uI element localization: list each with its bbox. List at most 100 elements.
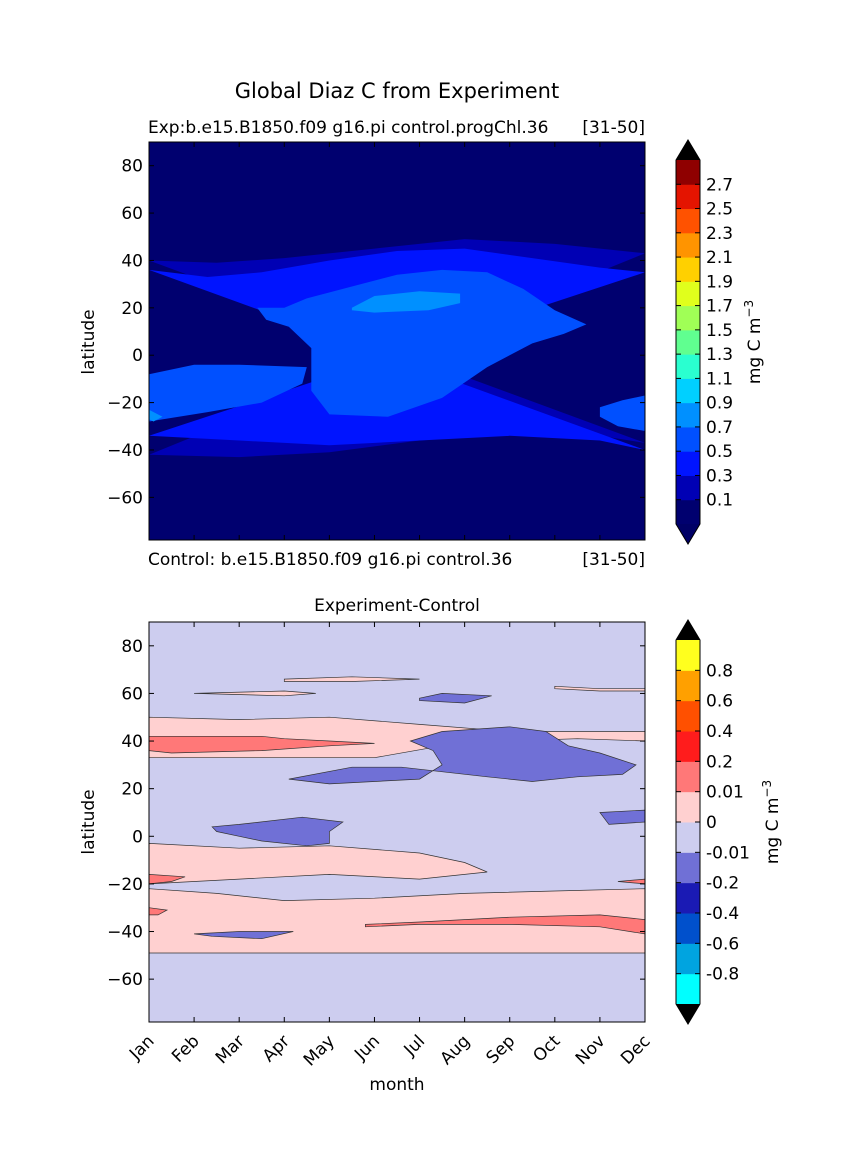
colorbar-swatch [676, 257, 700, 282]
x-tick-label: Jan [125, 1031, 158, 1064]
y-tick-label: 60 [121, 204, 143, 224]
contour-band-6 [283, 676, 420, 682]
colorbar-swatch [676, 700, 700, 732]
colorbar-swatch [676, 822, 700, 853]
colorbar-swatch [676, 426, 700, 452]
colorbar-swatch [676, 208, 700, 234]
y-tick-label: 40 [121, 251, 143, 271]
colorbar-swatch [676, 232, 700, 258]
colorbar-swatch [676, 640, 700, 671]
y-tick-label: 80 [121, 637, 143, 657]
y-tick-label: −60 [107, 488, 143, 508]
top-ylabel: latitude [79, 309, 99, 374]
y-tick-label: −40 [107, 923, 143, 943]
y-tick-label: −60 [107, 970, 143, 990]
colorbar-tick-label: 0 [706, 813, 717, 833]
figure-title: Global Diaz C from Experiment [235, 79, 559, 103]
colorbar-under-arrow [676, 524, 700, 544]
contour-band-10 [211, 816, 344, 847]
colorbar-swatch [676, 882, 700, 914]
contour-band-4 [365, 914, 645, 935]
colorbar-swatch [676, 913, 700, 944]
contour-band-1 [149, 735, 375, 754]
y-tick-label: 0 [132, 827, 143, 847]
x-tick-label: Jul [400, 1031, 429, 1060]
y-tick-label: 0 [132, 346, 143, 366]
x-tick-label: Nov [572, 1031, 610, 1069]
contour-band-3 [149, 364, 307, 427]
contour-band-2 [149, 843, 488, 885]
contour-band-9 [288, 726, 637, 785]
contour-band-13 [149, 874, 186, 885]
bottom-colorbar: -0.8 -0.6 -0.4 -0.2 -0.01 0 0.01 0.2 0.4 0.6 0.8 [675, 619, 750, 1025]
colorbar-swatch [676, 184, 700, 210]
colorbar-tick-label: 1.9 [706, 272, 733, 292]
colorbar-tick-label: -0.4 [706, 904, 739, 924]
colorbar-swatch [676, 670, 700, 702]
bottom-colorbar-label: mg C m−3 [760, 780, 783, 864]
colorbar-swatch [676, 475, 700, 501]
colorbar-tick-label: 2.3 [706, 224, 733, 244]
top-plot-area [148, 141, 646, 541]
colorbar-over-arrow [676, 140, 700, 160]
contour-band-12 [194, 931, 294, 940]
colorbar-swatch [676, 305, 700, 331]
bottom-title: Experiment-Control [314, 596, 480, 616]
top-colorbar: 0.1 0.3 0.5 0.7 0.9 1.1 1.3 1.5 1.7 1.9 2.1 2.3 2.5 2… [675, 139, 733, 545]
colorbar-swatch [676, 761, 700, 793]
plot-background [149, 622, 645, 1022]
plot-frame [148, 621, 646, 1023]
y-tick-label: 20 [121, 299, 143, 319]
colorbar-tick-label: 0.4 [706, 722, 733, 742]
plot-frame [148, 141, 646, 541]
colorbar-swatch [676, 378, 700, 404]
x-tick-label: Dec [617, 1031, 654, 1068]
colorbar-tick-label: 0.1 [706, 491, 733, 511]
top-bottom-text-left: Control: b.e15.B1850.f09 g16.pi control.… [148, 550, 512, 570]
colorbar-swatch [676, 852, 700, 884]
x-tick-label: Jun [350, 1031, 384, 1065]
colorbar-swatch [676, 329, 700, 355]
y-tick-label: −20 [107, 875, 143, 895]
x-tick-label: Sep [482, 1031, 519, 1068]
bottom-x-axis: Jan Feb Mar Apr May Jun Jul Aug Sep Oct Nov Dec [125, 1031, 654, 1070]
top-y-axis: 80 60 40 20 0 −20 −40 −60 [107, 157, 645, 508]
colorbar-tick-label: 1.7 [706, 297, 733, 317]
colorbar-swatch [676, 160, 700, 185]
colorbar-tick-label: 1.3 [706, 345, 733, 365]
colorbar-tick-label: -0.6 [706, 934, 739, 954]
colorbar-tick-label: 2.1 [706, 248, 733, 268]
colorbar-outline [675, 139, 701, 545]
contour-band-5 [351, 291, 461, 313]
y-tick-label: 80 [121, 157, 143, 177]
colorbar-tick-label: 0.7 [706, 418, 733, 438]
bottom-plot-area [148, 621, 646, 1023]
colorbar-tick-label: 0.8 [706, 661, 733, 681]
colorbar-tick-label: -0.8 [706, 965, 739, 985]
colorbar-swatch [676, 402, 700, 428]
colorbar-tick-label: 2.5 [706, 200, 733, 220]
bottom-ylabel: latitude [79, 789, 99, 854]
top-colorbar-label: mg C m−3 [742, 300, 765, 384]
colorbar-swatch [676, 943, 700, 975]
colorbar-swatch [676, 791, 700, 823]
colorbar-tick-label: -0.2 [706, 874, 739, 894]
colorbar-tick-label: 0.6 [706, 692, 733, 712]
contour-band-14 [149, 907, 169, 916]
colorbar-swatch [676, 451, 700, 476]
colorbar-under-arrow [676, 1004, 700, 1024]
y-tick-label: −20 [107, 394, 143, 414]
bottom-plot: Experiment-Control latitude month 80 60 40… [79, 596, 783, 1095]
x-tick-label: Aug [437, 1031, 475, 1069]
contour-band-5 [194, 690, 316, 697]
colorbar-tick-label: -0.01 [706, 843, 750, 863]
y-tick-label: 40 [121, 732, 143, 752]
contour-band-2 [257, 269, 587, 417]
top-bottom-text-right: [31-50] [582, 550, 645, 570]
contour-band-11 [599, 809, 645, 825]
bottom-xlabel: month [369, 1075, 424, 1095]
colorbar-swatch [676, 731, 700, 762]
y-tick-label: 20 [121, 780, 143, 800]
colorbar-tick-label: 1.1 [706, 369, 733, 389]
colorbar-swatch [676, 499, 700, 525]
